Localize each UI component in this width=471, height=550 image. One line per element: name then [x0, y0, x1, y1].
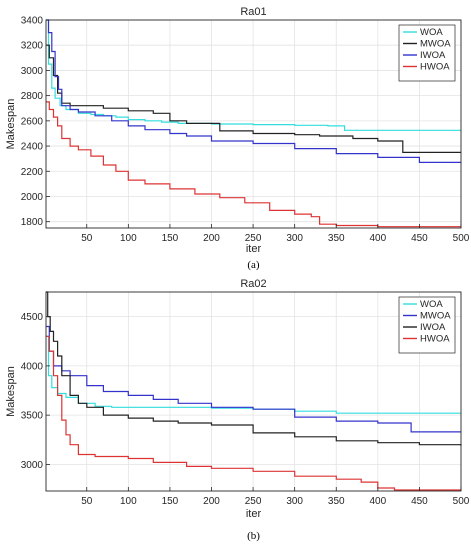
x-tick-label: 500 — [453, 233, 470, 244]
series-line-iwoa — [46, 19, 461, 163]
series-line-hwoa — [46, 335, 461, 491]
chart-caption: (b) — [247, 530, 260, 542]
legend-box — [398, 296, 456, 354]
legend-label: MWOA — [420, 39, 451, 50]
x-tick-label: 400 — [369, 233, 386, 244]
chart-title: Ra02 — [240, 278, 266, 290]
y-tick-label: 3500 — [21, 411, 44, 422]
series-line-woa — [46, 335, 461, 414]
y-tick-label: 1800 — [21, 217, 44, 228]
chart-ra02: Ra02 iter Makespan (b) 50 100 150 200 250 300… — [5, 278, 470, 542]
series-line-mwoa — [46, 44, 461, 153]
x-tick-label: 450 — [411, 496, 428, 507]
chart-caption: (a) — [247, 259, 260, 271]
series-line-iwoa — [46, 291, 462, 446]
x-tick-label: 100 — [120, 496, 137, 507]
x-tick-label: 250 — [245, 496, 262, 507]
y-tick-label: 2200 — [21, 167, 44, 178]
y-axis-label: Makespan — [5, 366, 17, 417]
legend-label: IWOA — [420, 50, 446, 61]
series-line-woa — [46, 19, 461, 131]
y-tick-label: 4500 — [21, 312, 44, 323]
x-axis-label: iter — [246, 243, 262, 255]
x-tick-label: 450 — [411, 233, 428, 244]
x-tick-label: 50 — [81, 233, 93, 244]
series-line-hwoa — [46, 101, 461, 228]
y-tick-label: 2600 — [21, 116, 44, 127]
legend-label: MWOA — [420, 311, 451, 322]
x-tick-label: 50 — [81, 496, 93, 507]
y-tick-label: 3200 — [21, 41, 44, 52]
y-axis-label: Makespan — [5, 99, 17, 150]
x-tick-label: 350 — [328, 233, 345, 244]
x-tick-label: 350 — [328, 496, 345, 507]
axes-frame — [45, 291, 462, 492]
x-tick-label: 200 — [203, 233, 220, 244]
y-tick-label: 3000 — [21, 460, 44, 471]
x-tick-label: 250 — [245, 233, 262, 244]
y-tick-label: 2800 — [21, 91, 44, 102]
x-tick-label: 150 — [162, 233, 179, 244]
chart-ra01: Ra01 iter Makespan (a) 50 100 150 200 250 300… — [5, 6, 470, 271]
y-tick-label: 3000 — [21, 66, 44, 77]
legend-label: WOA — [420, 299, 443, 310]
x-tick-label: 100 — [120, 233, 137, 244]
y-tick-label: 2000 — [21, 192, 44, 203]
legend-label: HWOA — [420, 334, 450, 345]
legend-label: WOA — [420, 27, 443, 38]
axes-frame — [45, 19, 462, 229]
x-tick-label: 200 — [203, 496, 220, 507]
x-tick-label: 500 — [453, 496, 470, 507]
legend-box — [398, 24, 456, 82]
x-tick-label: 300 — [286, 233, 303, 244]
x-tick-label: 150 — [162, 496, 179, 507]
x-tick-label: 400 — [369, 496, 386, 507]
chart-title: Ra01 — [240, 6, 266, 18]
legend-label: IWOA — [420, 322, 446, 333]
legend-label: HWOA — [420, 62, 450, 73]
x-tick-label: 300 — [286, 496, 303, 507]
x-axis-label: iter — [246, 508, 262, 520]
y-tick-label: 3400 — [21, 16, 44, 27]
y-tick-label: 2400 — [21, 142, 44, 153]
y-tick-label: 4000 — [21, 361, 44, 372]
